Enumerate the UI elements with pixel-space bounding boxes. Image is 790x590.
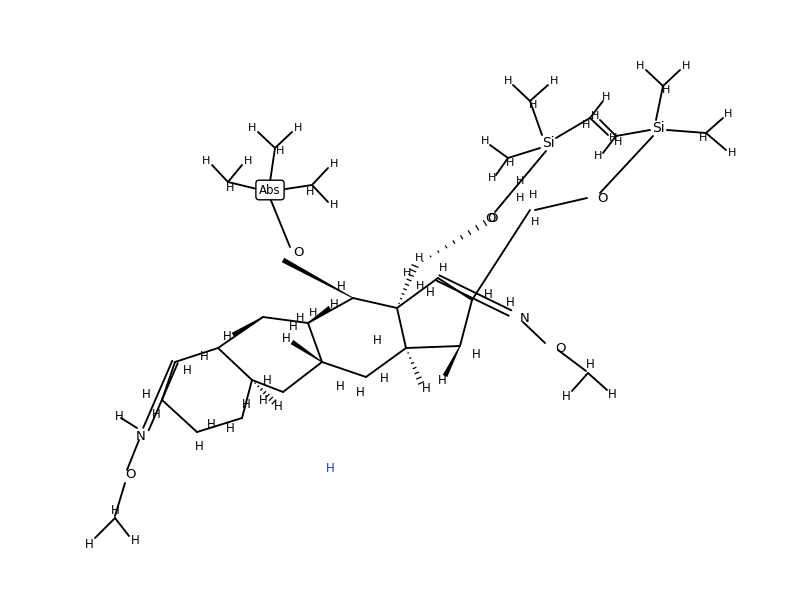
Text: H: H <box>516 193 525 203</box>
Text: H: H <box>585 358 594 371</box>
Text: H: H <box>111 503 119 516</box>
Text: H: H <box>602 92 610 102</box>
Text: H: H <box>636 61 644 71</box>
Text: H: H <box>226 421 235 434</box>
Text: O: O <box>126 467 136 480</box>
Text: H: H <box>426 287 434 300</box>
Text: H: H <box>614 137 623 147</box>
Text: Abs: Abs <box>259 183 280 196</box>
Text: H: H <box>288 320 297 333</box>
Text: H: H <box>682 61 690 71</box>
Text: H: H <box>244 156 252 166</box>
Text: H: H <box>416 281 424 291</box>
Text: H: H <box>223 330 231 343</box>
Text: H: H <box>594 151 602 161</box>
Text: H: H <box>438 263 447 273</box>
Text: H: H <box>329 200 338 210</box>
Text: H: H <box>356 386 364 399</box>
Text: H: H <box>581 120 590 130</box>
Text: H: H <box>130 533 139 546</box>
Text: H: H <box>248 123 256 133</box>
Text: H: H <box>487 173 496 183</box>
Text: H: H <box>306 187 314 197</box>
Text: H: H <box>373 333 382 346</box>
Text: H: H <box>141 388 150 401</box>
Text: H: H <box>728 148 736 158</box>
Text: H: H <box>329 299 338 312</box>
Text: O: O <box>293 245 303 258</box>
Text: O: O <box>555 342 566 355</box>
Text: H: H <box>422 382 431 395</box>
Text: H: H <box>294 123 303 133</box>
Polygon shape <box>231 317 263 337</box>
Text: H: H <box>403 268 411 278</box>
Text: Si: Si <box>652 121 664 135</box>
Text: O: O <box>597 192 608 205</box>
Text: H: H <box>415 253 423 263</box>
Text: H: H <box>273 399 282 412</box>
Text: H: H <box>194 440 203 453</box>
Text: H: H <box>506 296 514 309</box>
Text: H: H <box>380 372 389 385</box>
Text: H: H <box>562 389 570 402</box>
Text: H: H <box>591 111 599 121</box>
Text: H: H <box>201 156 210 166</box>
Text: H: H <box>608 388 616 401</box>
Text: H: H <box>115 409 123 422</box>
Text: H: H <box>529 190 537 200</box>
Text: H: H <box>609 133 617 143</box>
Polygon shape <box>308 306 332 323</box>
Text: H: H <box>481 136 489 146</box>
Text: H: H <box>516 176 525 186</box>
Text: H: H <box>276 146 284 156</box>
Text: H: H <box>337 280 345 293</box>
Text: H: H <box>207 418 216 431</box>
Text: H: H <box>531 217 540 227</box>
Text: H: H <box>483 287 492 300</box>
Text: H: H <box>529 100 537 110</box>
Text: H: H <box>472 348 480 360</box>
Text: Si: Si <box>542 136 555 150</box>
Text: H: H <box>262 373 272 386</box>
Text: H: H <box>438 373 446 386</box>
Text: H: H <box>662 85 670 95</box>
Text: H: H <box>258 394 267 407</box>
Text: H: H <box>336 379 344 392</box>
Text: H: H <box>152 408 160 421</box>
Polygon shape <box>291 340 322 362</box>
Text: H: H <box>325 461 334 474</box>
Text: H: H <box>182 363 191 376</box>
Text: H: H <box>504 76 512 86</box>
Polygon shape <box>442 346 461 377</box>
Text: N: N <box>520 312 530 325</box>
Text: H: H <box>506 158 514 168</box>
Text: H: H <box>242 398 250 411</box>
Text: O: O <box>485 211 495 225</box>
Text: H: H <box>329 159 338 169</box>
Text: H: H <box>85 537 93 550</box>
Text: H: H <box>724 109 732 119</box>
Text: H: H <box>200 349 209 362</box>
Text: H: H <box>309 308 318 318</box>
Text: H: H <box>550 76 559 86</box>
Text: H: H <box>226 183 234 193</box>
Text: H: H <box>295 313 304 323</box>
Text: H: H <box>281 332 291 345</box>
Text: H: H <box>699 133 707 143</box>
Text: N: N <box>136 431 146 444</box>
Polygon shape <box>282 258 353 299</box>
Text: O: O <box>487 211 497 225</box>
